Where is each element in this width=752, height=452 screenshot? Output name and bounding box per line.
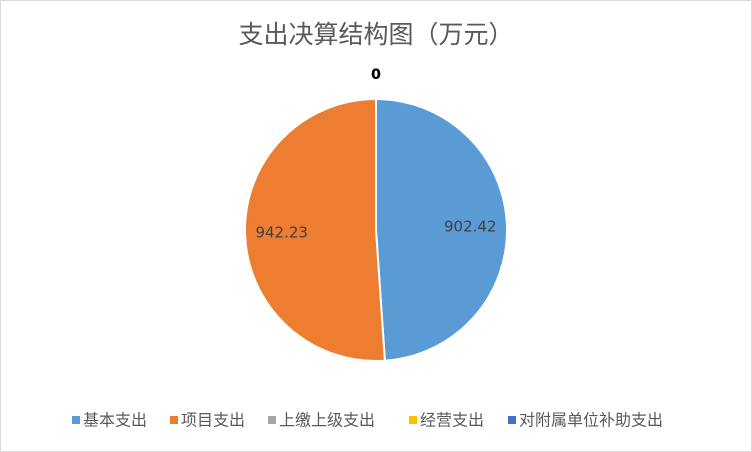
legend-swatch	[72, 416, 80, 424]
legend-label: 经营支出	[420, 411, 484, 430]
legend-label: 基本支出	[83, 411, 147, 430]
legend-label: 上缴上级支出	[279, 411, 375, 430]
data-label: 942.23	[255, 224, 308, 242]
chart-title: 支出决算结构图（万元）	[238, 20, 513, 49]
legend-swatch	[409, 416, 417, 424]
legend-label: 对附属单位补助支出	[519, 411, 663, 430]
pie-slice	[244, 97, 386, 362]
data-label: 902.42	[444, 217, 497, 235]
legend-swatch	[508, 416, 516, 424]
legend-label: 项目支出	[181, 411, 245, 430]
legend-swatch	[268, 416, 276, 424]
legend-swatch	[170, 416, 178, 424]
pie-slice	[375, 97, 508, 362]
data-label: 0	[371, 67, 381, 83]
data-label: 0	[371, 67, 381, 83]
data-label: 0	[371, 67, 381, 83]
